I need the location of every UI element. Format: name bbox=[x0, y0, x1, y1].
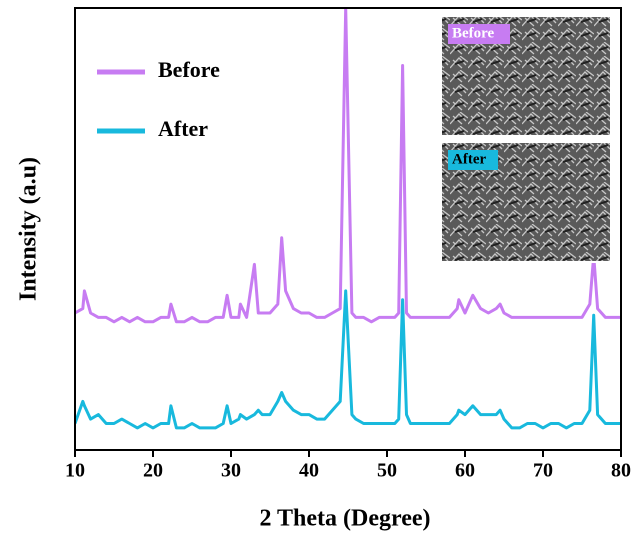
legend-label: Before bbox=[158, 57, 220, 82]
x-tick-label: 30 bbox=[221, 460, 241, 482]
data-line bbox=[75, 291, 621, 428]
x-tick-label: 10 bbox=[65, 460, 85, 482]
x-tick-label: 40 bbox=[299, 460, 319, 482]
x-axis-label: 2 Theta (Degree) bbox=[259, 506, 430, 532]
inset-label: After bbox=[452, 151, 486, 167]
x-tick-label: 70 bbox=[533, 460, 553, 482]
y-axis-label: Intensity (a.u) bbox=[16, 157, 42, 301]
inset-label: Before bbox=[452, 25, 495, 41]
x-tick-label: 20 bbox=[143, 460, 163, 482]
chart: 2 Theta (Degree) Intensity (a.u) 10 20 30 4… bbox=[0, 0, 635, 537]
x-tick-label: 60 bbox=[455, 460, 475, 482]
x-tick-label: 80 bbox=[611, 460, 631, 482]
legend-label: After bbox=[158, 116, 208, 141]
x-tick-label: 50 bbox=[377, 460, 397, 482]
